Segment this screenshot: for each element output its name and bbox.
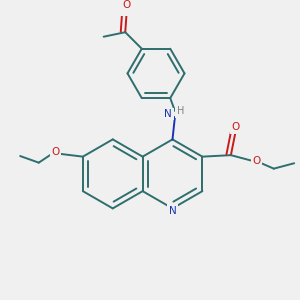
Text: O: O	[231, 122, 239, 132]
Text: N: N	[164, 109, 172, 119]
Text: N: N	[169, 206, 176, 216]
Text: O: O	[123, 0, 131, 10]
Text: O: O	[252, 155, 260, 166]
Text: H: H	[177, 106, 184, 116]
Text: O: O	[51, 147, 59, 157]
